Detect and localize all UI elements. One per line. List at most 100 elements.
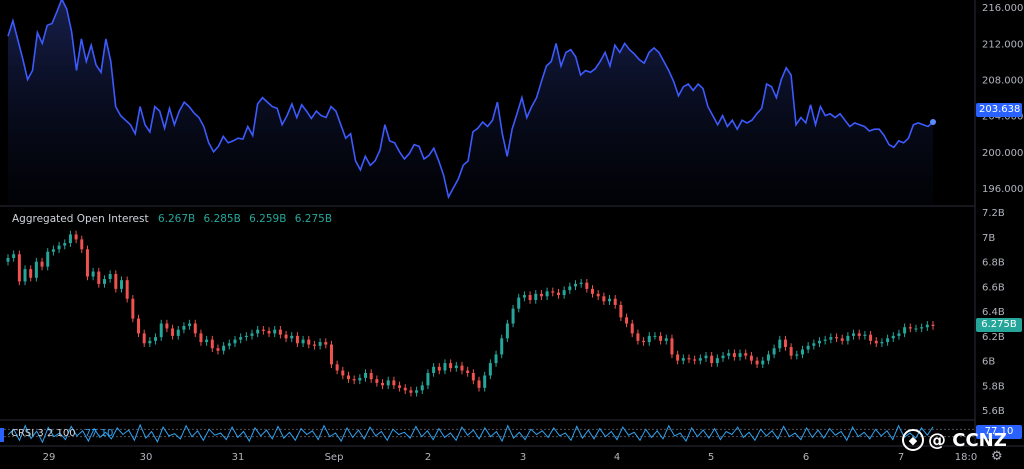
y-axis-ticks: 216.000 212.000 208.000 204.000 200.000 196.0… bbox=[982, 3, 1023, 417]
oi-candle bbox=[829, 337, 833, 340]
last-oi-tag: 6.275B bbox=[976, 318, 1022, 332]
oi-candle bbox=[556, 292, 560, 296]
oi-candle bbox=[290, 335, 294, 339]
oi-candle bbox=[278, 329, 282, 335]
oi-candle bbox=[295, 335, 299, 344]
last-crsi-tag: 77.10 bbox=[976, 425, 1022, 439]
oi-candle bbox=[528, 295, 532, 301]
price-tick-label: 200.000 bbox=[982, 148, 1023, 159]
x-tick-label: 2 bbox=[425, 452, 431, 463]
oi-low: 6.259B bbox=[249, 213, 287, 225]
oi-candle bbox=[840, 338, 844, 341]
oi-candle bbox=[85, 249, 89, 277]
oi-tick-label: 6B bbox=[982, 357, 995, 368]
oi-candle bbox=[165, 323, 169, 329]
gear-icon[interactable]: ⚙ bbox=[991, 449, 1003, 464]
oi-candle bbox=[483, 375, 487, 388]
oi-candle bbox=[517, 297, 521, 309]
oi-candle bbox=[273, 329, 277, 334]
oi-candle bbox=[653, 335, 657, 337]
oi-candle bbox=[386, 380, 390, 386]
oi-candle bbox=[522, 295, 526, 298]
oi-candle bbox=[17, 254, 21, 282]
oi-candle bbox=[364, 372, 368, 378]
oi-candle bbox=[715, 358, 719, 364]
price-area-fill bbox=[8, 0, 933, 206]
crsi-pane[interactable] bbox=[0, 423, 975, 444]
oi-candle bbox=[608, 298, 612, 302]
oi-candle bbox=[732, 353, 736, 357]
oi-candle bbox=[693, 359, 697, 361]
oi-candle bbox=[142, 333, 146, 344]
oi-candle bbox=[409, 390, 413, 393]
price-last-point bbox=[930, 118, 936, 125]
oi-candle bbox=[676, 354, 680, 361]
oi-candle bbox=[931, 324, 935, 326]
oi-candle bbox=[205, 339, 209, 343]
oi-candle bbox=[182, 325, 186, 330]
oi-candle bbox=[23, 269, 27, 282]
oi-candle bbox=[301, 339, 305, 344]
oi-candle bbox=[500, 338, 504, 355]
oi-candle bbox=[148, 340, 152, 344]
crsi-legend[interactable]: CRSI 3 2 100 77.10 bbox=[11, 428, 113, 439]
oi-candle bbox=[874, 340, 878, 344]
oi-candle bbox=[812, 343, 816, 346]
oi-candle bbox=[659, 335, 663, 341]
oi-candle bbox=[227, 343, 231, 346]
price-tick-label: 216.000 bbox=[982, 3, 1023, 14]
oi-candle bbox=[244, 335, 248, 338]
oi-candle bbox=[51, 249, 55, 252]
oi-candle bbox=[97, 271, 101, 284]
oi-candle bbox=[261, 329, 265, 331]
oi-candle bbox=[335, 364, 339, 371]
oi-candle bbox=[505, 323, 509, 339]
oi-candle bbox=[102, 278, 106, 284]
oi-candle bbox=[57, 245, 61, 250]
price-tick-label: 208.000 bbox=[982, 76, 1023, 87]
oi-candle bbox=[869, 334, 873, 341]
oi-candle bbox=[460, 365, 464, 371]
oi-candle bbox=[721, 355, 725, 359]
oi-tick-label: 7.2B bbox=[982, 208, 1005, 219]
price-tick-label: 196.000 bbox=[982, 184, 1023, 195]
oi-candle bbox=[806, 345, 810, 350]
crsi-title: CRSI 3 2 100 bbox=[11, 428, 76, 439]
crsi-value: 77.10 bbox=[84, 428, 114, 439]
oi-candle bbox=[914, 328, 918, 330]
x-tick-label: 3 bbox=[520, 452, 526, 463]
oi-candle bbox=[233, 339, 237, 344]
oi-candle bbox=[880, 342, 884, 344]
x-tick-label: 6 bbox=[803, 452, 809, 463]
oi-candle bbox=[137, 318, 141, 334]
price-tick-label: 204.000 bbox=[982, 112, 1023, 123]
oi-candle bbox=[727, 353, 731, 356]
price-pane[interactable] bbox=[7, 0, 936, 206]
oi-candle bbox=[642, 340, 646, 343]
open-interest-pane[interactable] bbox=[6, 230, 935, 397]
x-tick-label: 30 bbox=[140, 452, 153, 463]
oi-candle bbox=[267, 330, 271, 334]
oi-candle bbox=[392, 380, 396, 386]
oi-candle bbox=[539, 293, 543, 297]
oi-candle bbox=[835, 337, 839, 339]
x-tick-label: 7 bbox=[898, 452, 904, 463]
x-tick-label: 29 bbox=[43, 452, 56, 463]
oi-candle bbox=[250, 333, 254, 336]
oi-candle bbox=[193, 323, 197, 334]
oi-candle bbox=[369, 372, 373, 380]
oi-candle bbox=[545, 291, 549, 297]
oi-candle bbox=[381, 382, 385, 386]
oi-candle bbox=[897, 333, 901, 336]
oi-candle bbox=[154, 337, 158, 341]
oi-candle bbox=[239, 337, 243, 340]
oi-candle bbox=[744, 353, 748, 356]
oi-candle bbox=[596, 293, 600, 297]
last-price-tag: 203.638 bbox=[976, 103, 1022, 117]
open-interest-legend[interactable]: Aggregated Open Interest 6.267B 6.285B 6… bbox=[12, 213, 337, 225]
oi-tick-label: 5.8B bbox=[982, 381, 1005, 392]
oi-candle bbox=[420, 385, 424, 391]
oi-candle bbox=[602, 296, 606, 302]
oi-candle bbox=[636, 333, 640, 341]
oi-candle bbox=[74, 234, 78, 240]
